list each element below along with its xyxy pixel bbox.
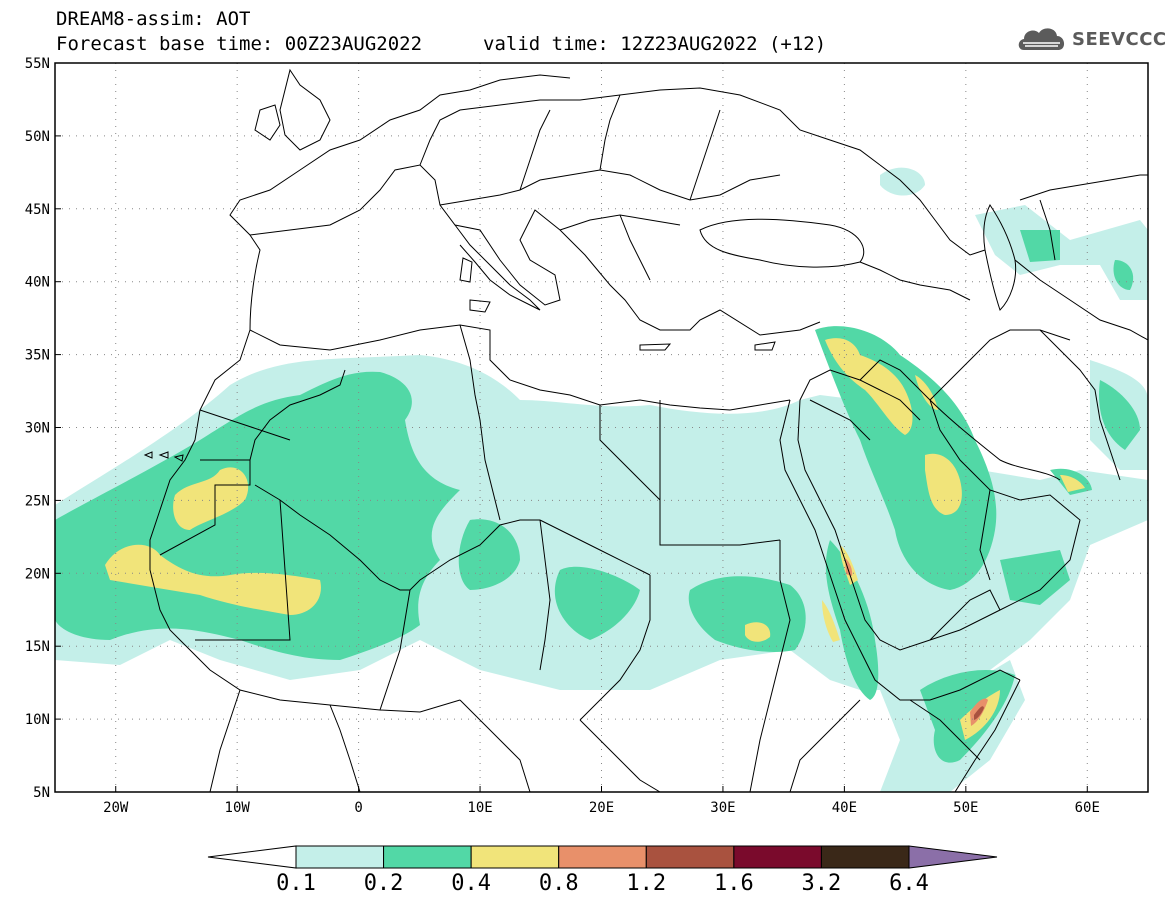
lon-tick-label: 60E: [1075, 800, 1100, 816]
lat-tick-label: 35N: [25, 348, 50, 364]
lon-tick-label: 20E: [589, 800, 614, 816]
lat-tick-label: 50N: [25, 129, 50, 145]
lon-tick-label: 0: [354, 800, 362, 816]
colorbar-under-arrow: [207, 845, 297, 869]
aot-level-0.2-0.4: [55, 230, 1140, 763]
valid-time: valid time: 12Z23AUG2022 (+12): [483, 33, 827, 55]
latitude-axis: 5N 10N 15N 20N 25N 30N 35N 40N 45N 50N 55N: [25, 56, 61, 801]
aot-high-levels: [845, 558, 988, 726]
lat-tick-label: 30N: [25, 421, 50, 437]
graticule: [55, 62, 1148, 793]
forecast-base-time: Forecast base time: 00Z23AUG2022: [56, 33, 423, 55]
lat-tick-label: 20N: [25, 566, 50, 582]
colorbar-swatch: [295, 845, 385, 869]
colorbar: 0.1 0.2 0.4 0.8 1.2 1.6 3.2 6.4: [207, 845, 998, 896]
lat-tick-label: 40N: [25, 275, 50, 291]
lat-tick-label: 55N: [25, 56, 50, 72]
lat-tick-label: 5N: [33, 785, 50, 801]
lat-tick-label: 45N: [25, 202, 50, 218]
colorbar-label: 0.1: [276, 871, 316, 896]
aot-level-0.4-0.8: [105, 338, 1085, 740]
lon-tick-label: 30E: [710, 800, 735, 816]
colorbar-label: 1.2: [626, 871, 666, 896]
lon-tick-label: 50E: [953, 800, 978, 816]
colorbar-label: 3.2: [802, 871, 842, 896]
colorbar-label: 6.4: [889, 871, 929, 896]
lat-tick-label: 15N: [25, 639, 50, 655]
coastlines-and-borders: [143, 68, 1148, 792]
colorbar-swatch: [470, 845, 560, 869]
lon-tick-label: 10E: [467, 800, 492, 816]
lat-tick-label: 25N: [25, 493, 50, 509]
colorbar-swatch: [645, 845, 735, 869]
logo-text: SEEVCCC: [1072, 28, 1165, 50]
colorbar-label: 0.4: [451, 871, 491, 896]
colorbar-over-arrow: [908, 845, 998, 869]
longitude-axis: 20W 10W 0 10E 20E 30E 40E 50E 60E: [103, 786, 1100, 816]
seevccc-logo: SEEVCCC: [1016, 22, 1165, 56]
lon-tick-label: 20W: [103, 800, 129, 816]
colorbar-label: 0.8: [539, 871, 579, 896]
lon-tick-label: 40E: [832, 800, 857, 816]
lat-tick-label: 10N: [25, 712, 50, 728]
colorbar-swatch: [820, 845, 910, 869]
colorbar-label: 0.2: [364, 871, 404, 896]
colorbar-swatch: [383, 845, 472, 869]
map-title: DREAM8-assim: AOT: [56, 8, 251, 30]
colorbar-swatch: [558, 845, 647, 869]
lon-tick-label: 10W: [225, 800, 251, 816]
cloud-icon: [1018, 28, 1065, 50]
colorbar-swatch: [733, 845, 822, 869]
colorbar-label: 1.6: [714, 871, 754, 896]
